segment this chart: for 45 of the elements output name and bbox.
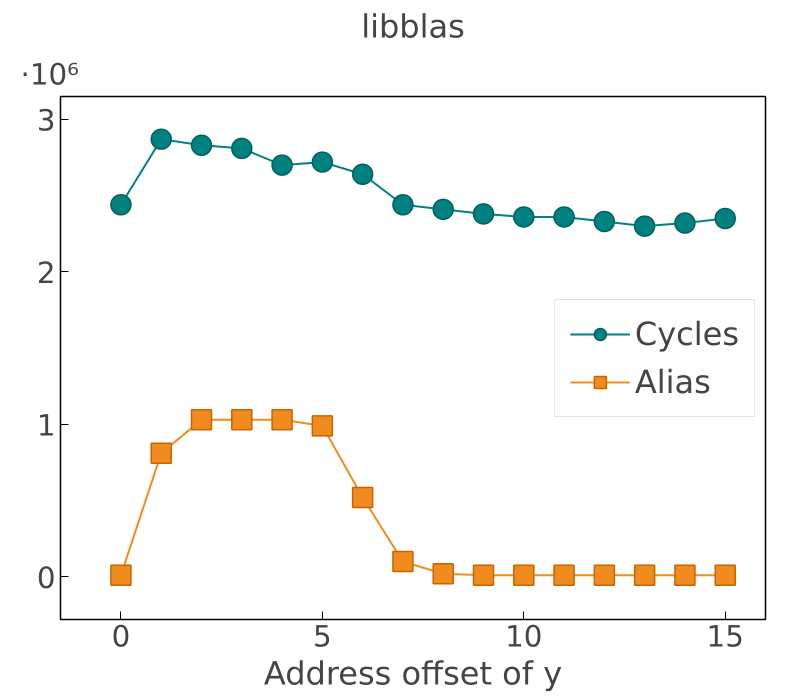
point bbox=[190, 409, 212, 431]
y-tick-label: 0 bbox=[36, 560, 56, 595]
point bbox=[110, 564, 132, 586]
point bbox=[231, 409, 253, 431]
point bbox=[472, 564, 494, 586]
point bbox=[674, 564, 696, 586]
point bbox=[432, 563, 454, 585]
point bbox=[472, 203, 494, 225]
point bbox=[312, 151, 334, 173]
legend-label: Cycles bbox=[634, 314, 739, 352]
legend-label: Alias bbox=[634, 362, 711, 400]
point bbox=[231, 138, 253, 160]
point bbox=[352, 164, 374, 185]
x-tick-label: 15 bbox=[706, 620, 744, 654]
point bbox=[271, 409, 293, 431]
point bbox=[150, 128, 172, 150]
point bbox=[513, 206, 535, 228]
y-tick-label: 3 bbox=[36, 103, 56, 138]
point bbox=[513, 564, 535, 586]
point bbox=[392, 550, 414, 572]
x-tick-label: 10 bbox=[505, 620, 542, 654]
x-tick-label: 5 bbox=[313, 620, 332, 654]
chart-title: libblas bbox=[361, 8, 465, 46]
point bbox=[553, 206, 575, 228]
point bbox=[150, 442, 172, 464]
point bbox=[553, 564, 575, 586]
point bbox=[634, 564, 656, 586]
point bbox=[714, 564, 736, 586]
y-tick-label: 1 bbox=[36, 408, 56, 442]
y-tick-label: 2 bbox=[36, 256, 56, 290]
point bbox=[432, 198, 454, 220]
point bbox=[392, 194, 414, 216]
point bbox=[594, 564, 616, 586]
x-axis-title: Address offset of y bbox=[264, 654, 562, 692]
point bbox=[190, 134, 212, 156]
point bbox=[714, 208, 736, 230]
point bbox=[271, 154, 293, 176]
point bbox=[352, 486, 374, 508]
text: ·10⁶ bbox=[20, 58, 79, 92]
point bbox=[674, 212, 696, 234]
point bbox=[594, 210, 616, 232]
x-tick-label: 0 bbox=[112, 620, 130, 654]
point bbox=[110, 194, 132, 216]
point bbox=[312, 415, 334, 437]
point bbox=[634, 215, 656, 237]
